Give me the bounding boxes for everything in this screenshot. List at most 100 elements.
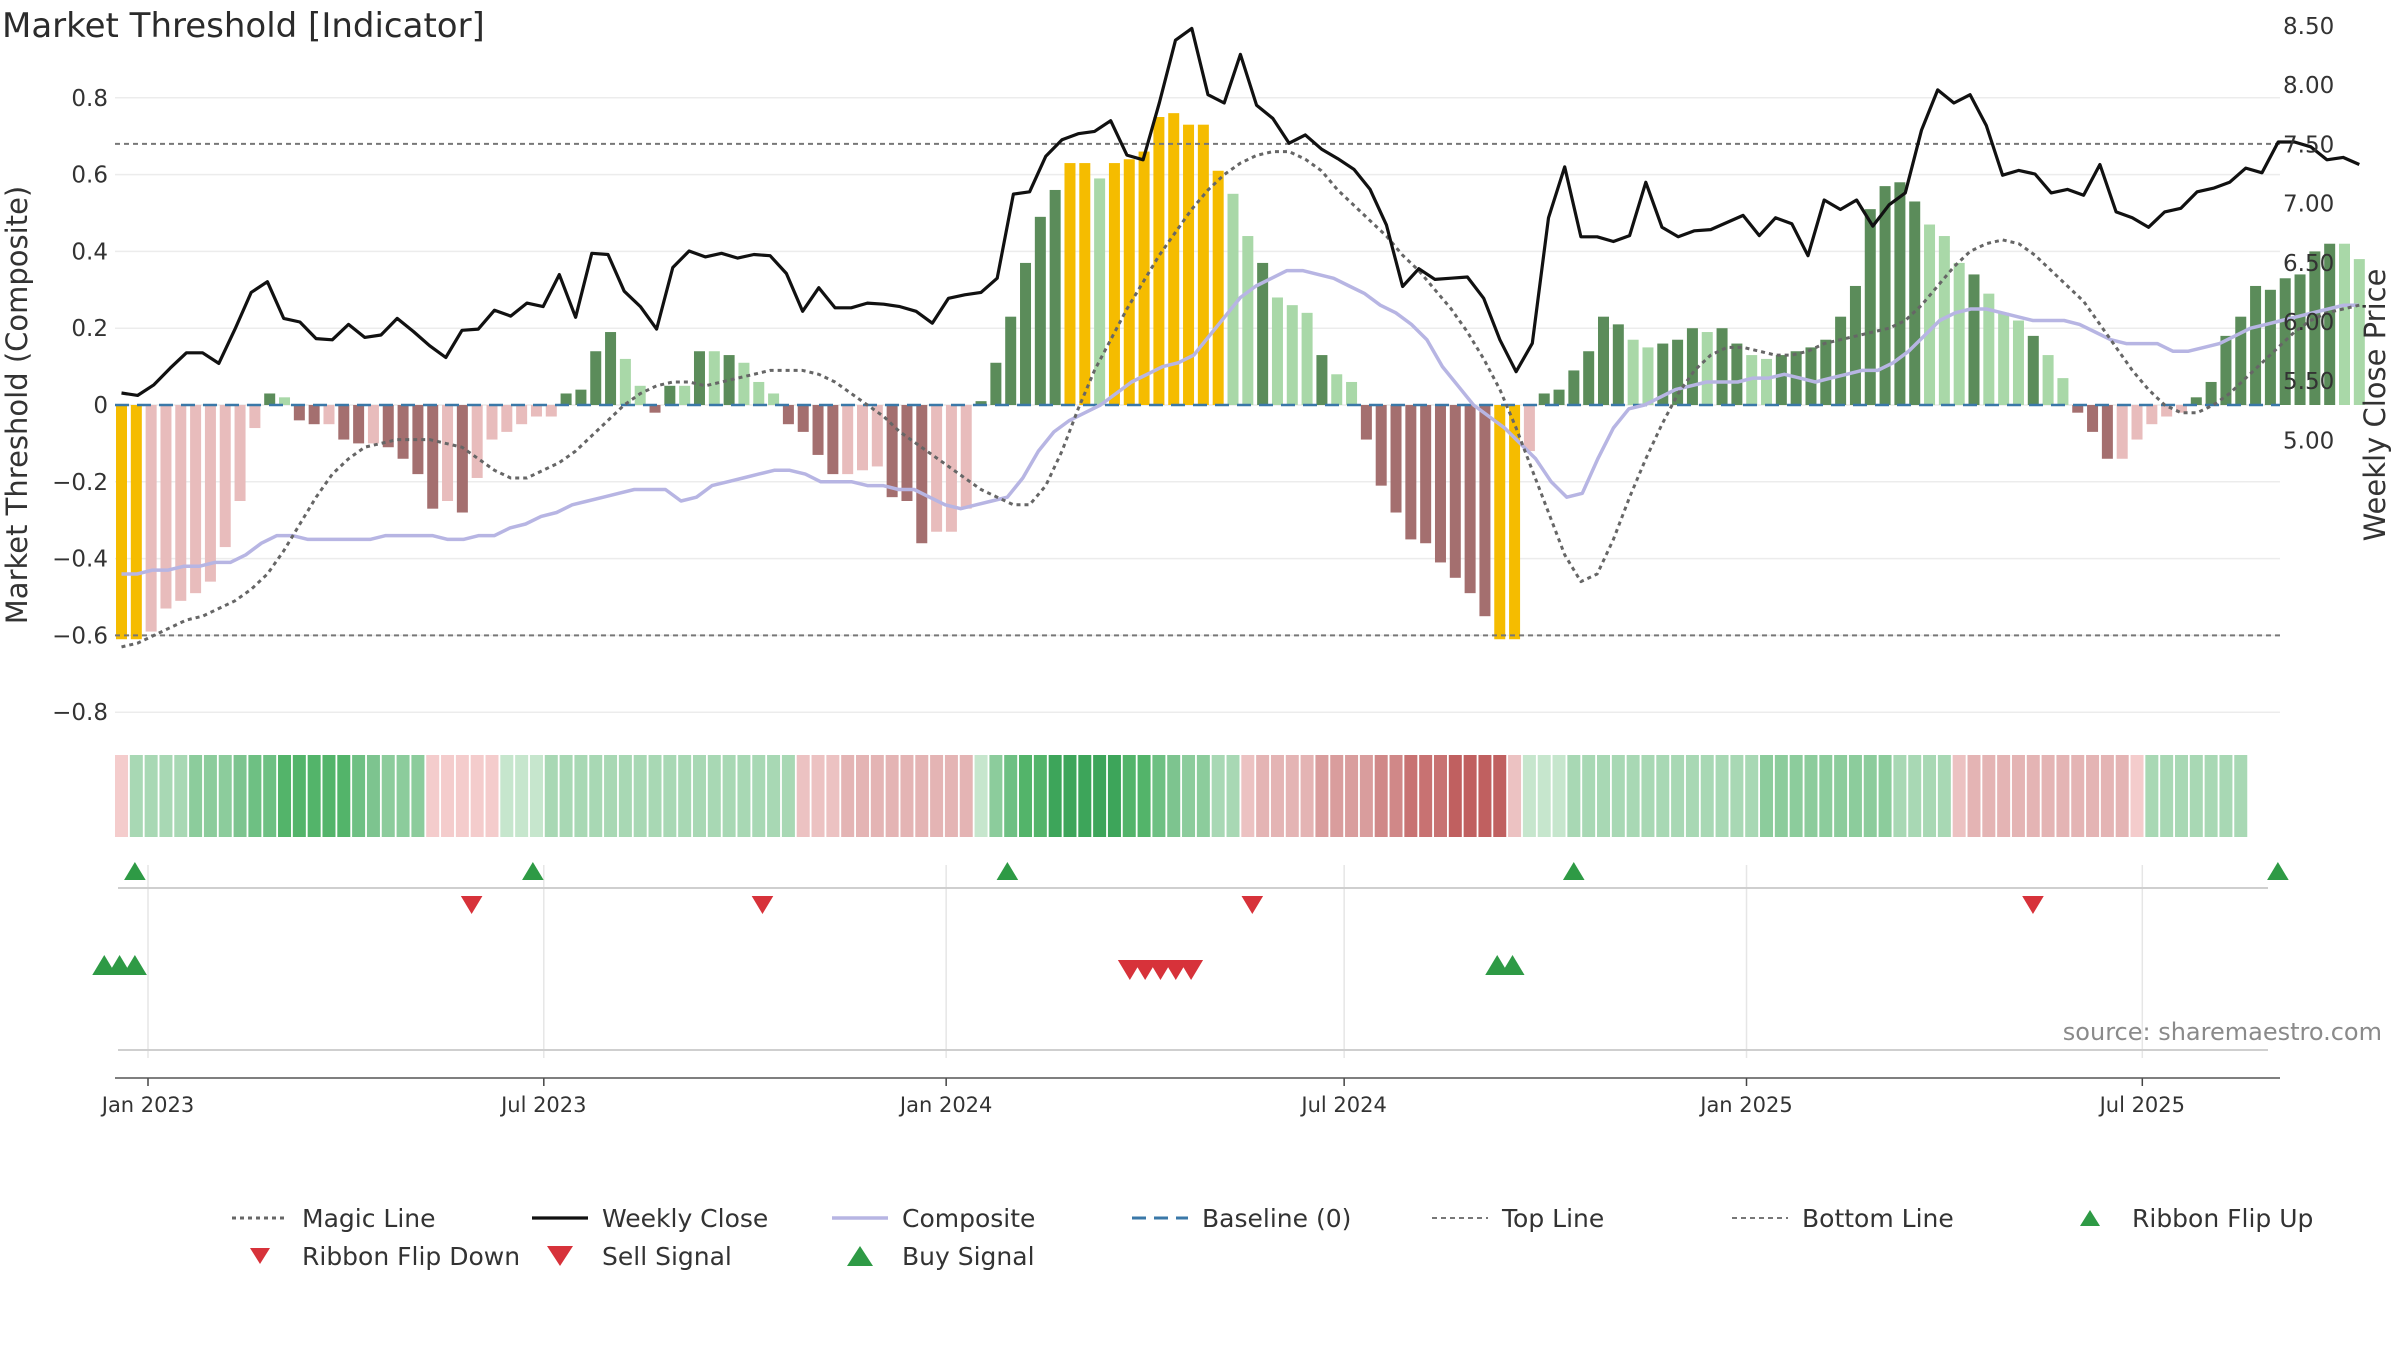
- composite-bar: [1761, 358, 1773, 405]
- composite-bar: [1034, 216, 1046, 405]
- buy-signal-marker: [1485, 955, 1510, 975]
- y-right-tick-label: 7.50: [2283, 132, 2334, 158]
- y-left-tick-label: 0.8: [71, 86, 108, 112]
- ribbon-cell: [1848, 755, 1862, 837]
- ribbon-cell: [930, 755, 944, 837]
- ribbon-cell: [589, 755, 603, 837]
- composite-bar: [1894, 182, 1906, 405]
- composite-bar: [1968, 274, 1980, 405]
- composite-bar: [738, 362, 750, 405]
- legend-label: Weekly Close: [602, 1203, 769, 1233]
- ribbon-cell: [1093, 755, 1107, 837]
- ribbon-cell: [1834, 755, 1848, 837]
- composite-bar: [1716, 328, 1728, 405]
- ribbon-cell: [1878, 755, 1892, 837]
- ribbon-cell: [426, 755, 440, 837]
- y-right-tick-label: 5.00: [2283, 428, 2334, 454]
- ribbon-cell: [1522, 755, 1536, 837]
- y-left-tick-label: −0.8: [52, 700, 108, 726]
- ribbon-flip-up-marker: [1562, 862, 1585, 880]
- ribbon-cell: [1389, 755, 1403, 837]
- ribbon-cell: [2189, 755, 2203, 837]
- ribbon-flip-up-marker: [124, 862, 146, 880]
- ribbon-cell: [1048, 755, 1062, 837]
- triangle-up-icon: [2080, 1210, 2100, 1226]
- solid-line-icon: [532, 1216, 588, 1220]
- composite-bar: [619, 358, 631, 405]
- composite-bar: [945, 405, 957, 532]
- ribbon-cell: [1300, 755, 1314, 837]
- ribbon-cell: [1196, 755, 1210, 837]
- ribbon-cell: [2145, 755, 2159, 837]
- composite-bar: [1701, 332, 1713, 405]
- composite-bar: [1686, 328, 1698, 405]
- ribbon-cell: [292, 755, 306, 837]
- ribbon-cell: [441, 755, 455, 837]
- ribbon-cell: [159, 755, 173, 837]
- composite-bar: [590, 351, 602, 405]
- triangle-down-icon: [250, 1248, 270, 1264]
- composite-bar: [679, 385, 691, 405]
- legend-item-buy: Buy Signal: [830, 1238, 1035, 1274]
- ribbon-cell: [826, 755, 840, 837]
- ribbon-cell: [1745, 755, 1759, 837]
- ribbon-cell: [1967, 755, 1981, 837]
- ribbon-cell: [1597, 755, 1610, 837]
- composite-bar: [1642, 347, 1654, 405]
- composite-bar: [190, 405, 202, 594]
- composite-bar: [1938, 236, 1950, 405]
- composite-bar: [1835, 316, 1847, 405]
- ribbon-cell: [1685, 755, 1699, 837]
- composite-bar: [2161, 405, 2173, 417]
- ribbon-cell: [1908, 755, 1922, 837]
- ribbon-cell: [263, 755, 277, 837]
- y-axis-left-label: Market Threshold (Composite): [0, 186, 34, 624]
- ribbon-cell: [396, 755, 410, 837]
- source-label: source: sharemaestro.com: [2063, 1018, 2382, 1046]
- composite-bar: [116, 405, 127, 640]
- composite-bar: [960, 405, 972, 509]
- composite-bar: [990, 362, 1002, 405]
- ribbon-cell: [322, 755, 336, 837]
- ribbon-cell: [2056, 755, 2070, 837]
- ribbon-cell: [2115, 755, 2129, 837]
- ribbon-cell: [1552, 755, 1566, 837]
- y-right-tick-label: 6.00: [2283, 310, 2334, 336]
- ribbon-cell: [1122, 755, 1136, 837]
- composite-bar: [2116, 405, 2128, 459]
- ribbon-cell: [352, 755, 366, 837]
- ribbon-cell: [1315, 755, 1329, 837]
- legend-label: Baseline (0): [1202, 1203, 1352, 1233]
- ribbon-cell: [1374, 755, 1388, 837]
- ribbon-cell: [1937, 755, 1951, 837]
- composite-bar: [1271, 297, 1283, 405]
- composite-line: [121, 268, 2360, 576]
- composite-bar: [234, 405, 246, 501]
- x-tick-label: Jan 2023: [100, 1093, 195, 1117]
- ribbon-cell: [633, 755, 647, 837]
- composite-bar: [2175, 405, 2187, 413]
- ribbon-cell: [1730, 755, 1744, 837]
- composite-bar: [871, 405, 883, 467]
- composite-bar: [1909, 201, 1921, 405]
- composite-bar: [1879, 186, 1891, 405]
- composite-bar: [204, 405, 216, 582]
- ribbon-cell: [2234, 755, 2248, 837]
- ribbon-cell: [1107, 755, 1121, 837]
- sell-signal-marker: [1163, 960, 1188, 980]
- composite-bar: [264, 393, 276, 405]
- composite-bar: [353, 405, 365, 444]
- ribbon-cell: [1152, 755, 1166, 837]
- composite-bar: [916, 405, 928, 544]
- composite-bar: [812, 405, 824, 455]
- ribbon-cell: [974, 755, 988, 837]
- legend-label: Top Line: [1502, 1203, 1605, 1233]
- ribbon-cell: [559, 755, 573, 837]
- ribbon-cell: [500, 755, 514, 837]
- sell-signal-marker: [1133, 960, 1158, 980]
- composite-bar: [1286, 305, 1298, 405]
- ribbon-cell: [1804, 755, 1818, 837]
- composite-bar: [1479, 405, 1491, 617]
- composite-bar: [501, 405, 513, 432]
- composite-bar: [530, 405, 542, 417]
